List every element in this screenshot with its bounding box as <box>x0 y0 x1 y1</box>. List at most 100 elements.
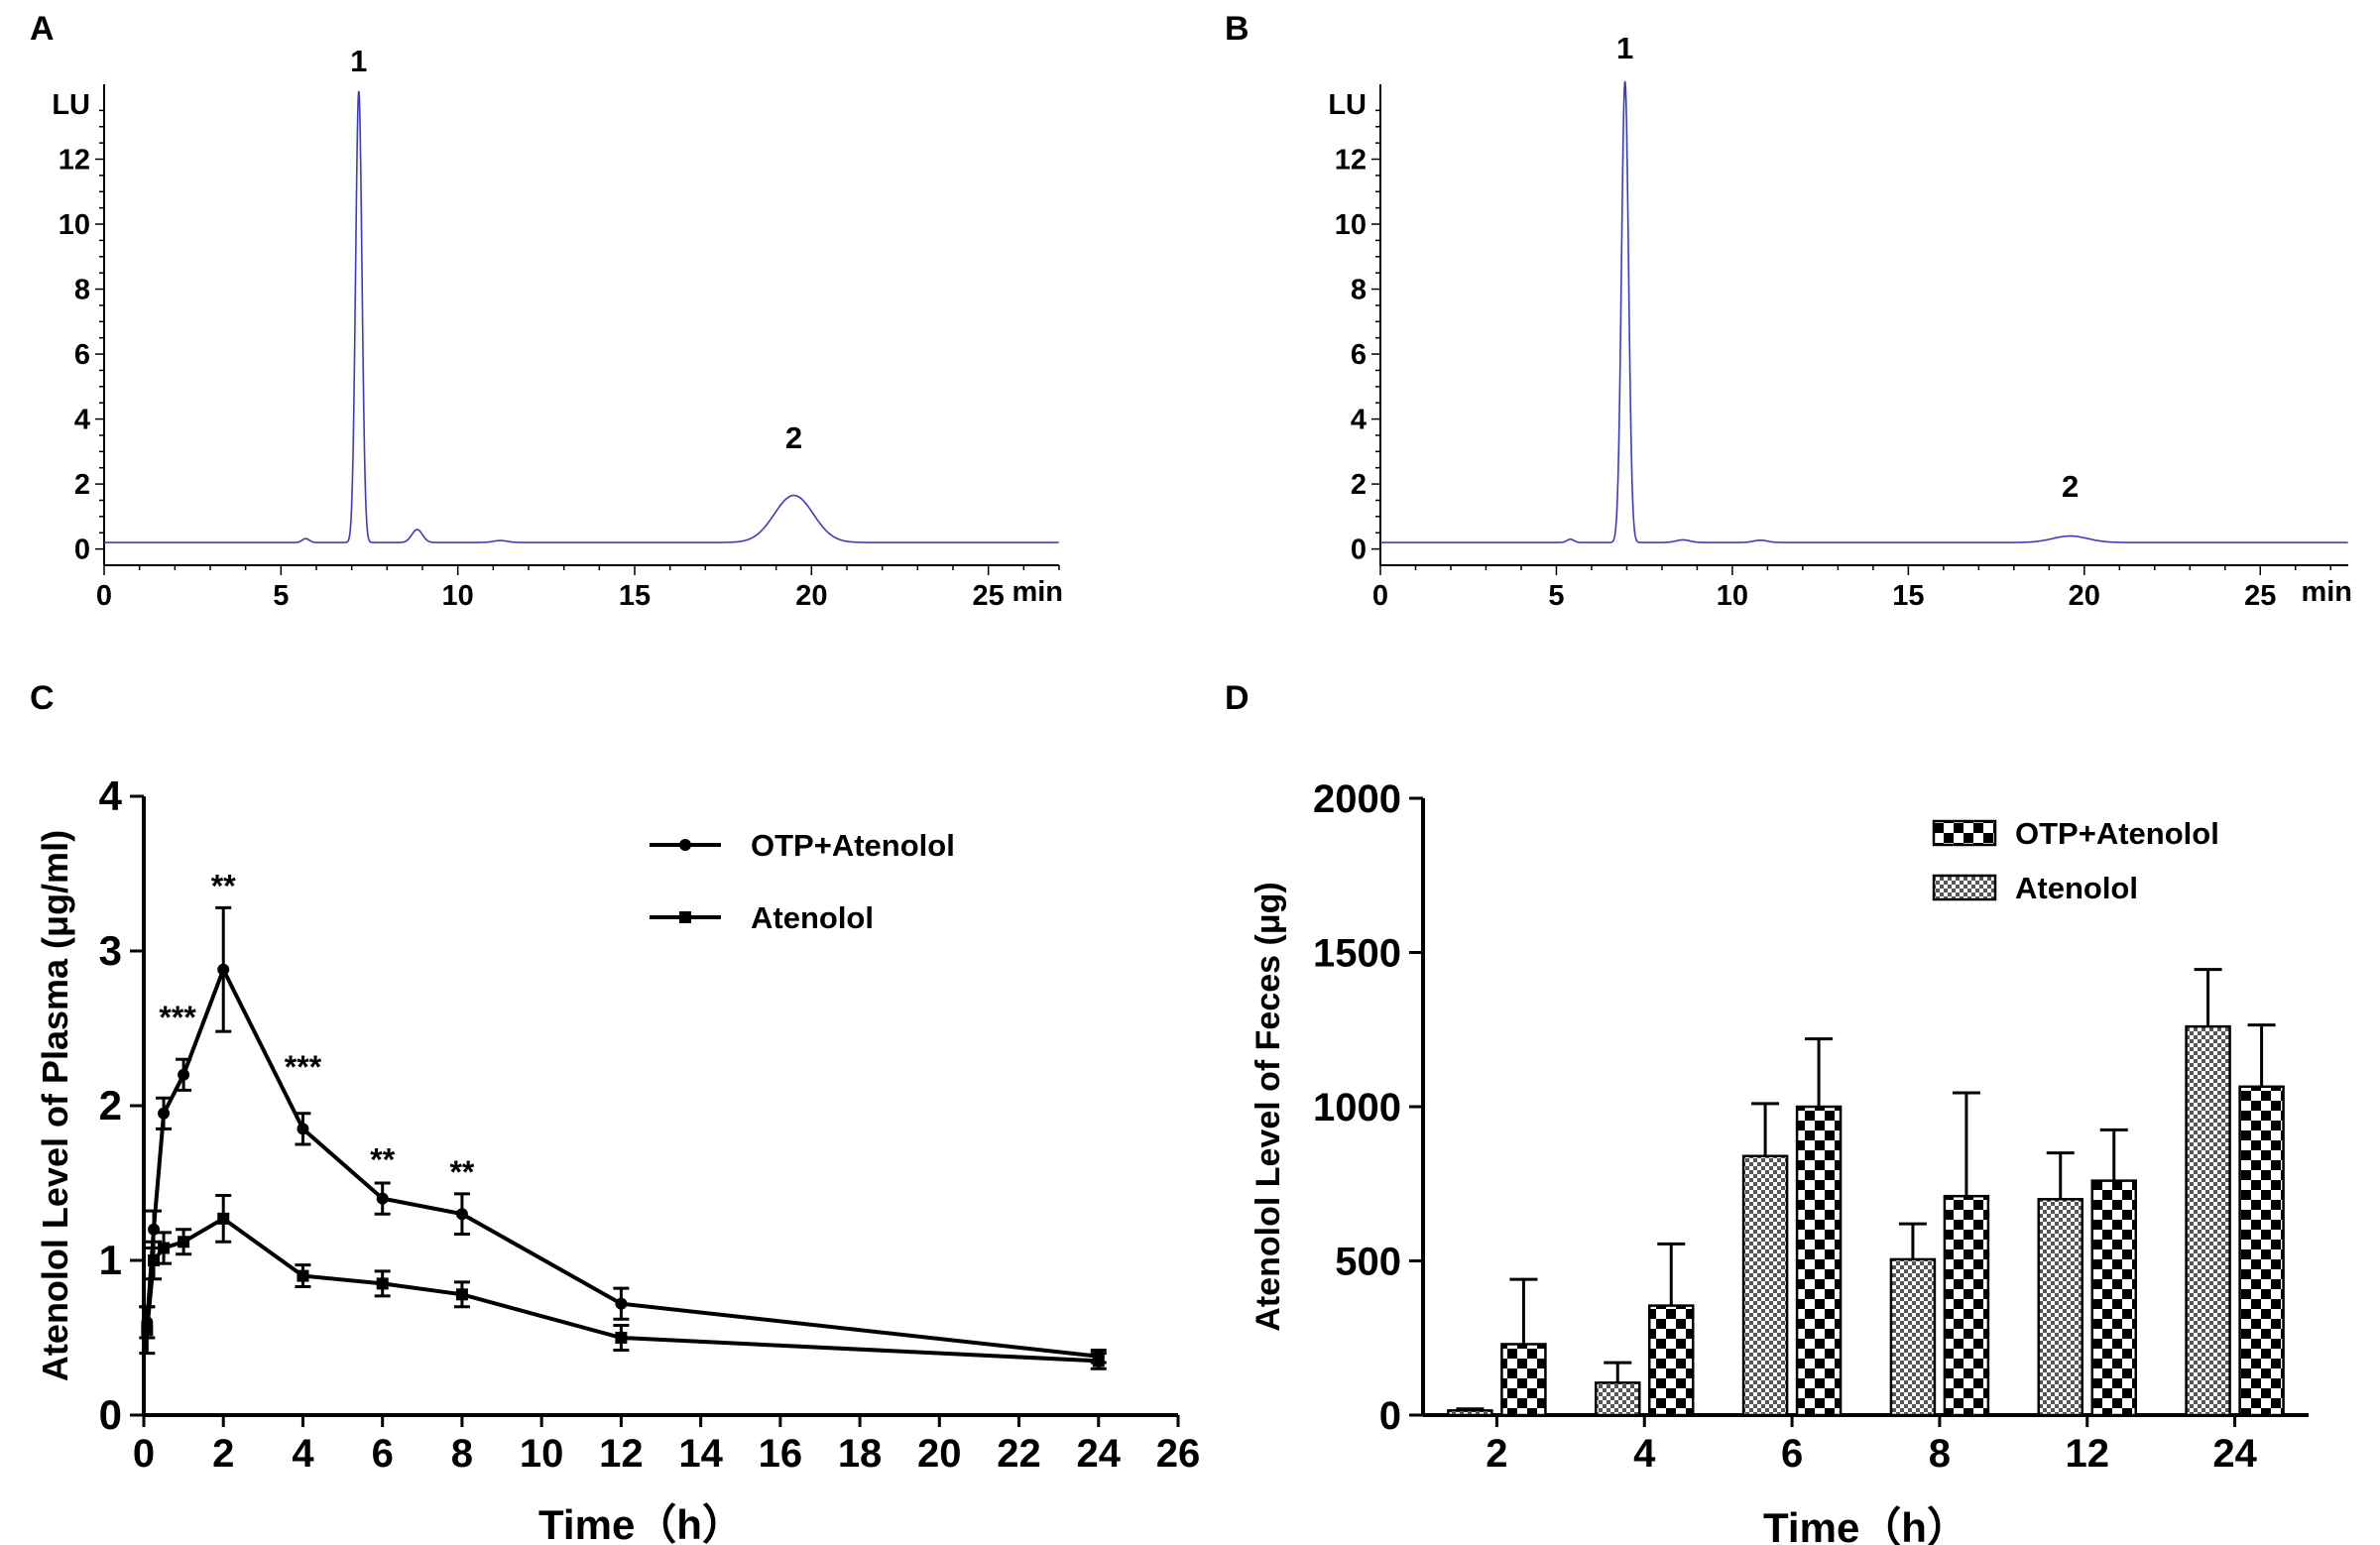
x-tick-label: 12 <box>2066 1432 2110 1476</box>
y-tick-label: 1000 <box>1313 1086 1401 1129</box>
y-tick-label: 500 <box>1335 1241 1401 1284</box>
x-tick-label: 2 <box>1486 1432 1507 1476</box>
bar-atenolol <box>1595 1381 1641 1417</box>
x-tick-label: 16 <box>759 1432 803 1476</box>
x-tick-label: 20 <box>917 1432 962 1476</box>
data-point <box>217 1212 230 1225</box>
x-unit-label: min <box>1012 576 1063 608</box>
x-tick-label: 24 <box>1077 1432 1122 1476</box>
legend-label: OTP+Atenolol <box>2015 816 2219 851</box>
y-tick-label: 1 <box>99 1237 122 1283</box>
peak-label: 2 <box>785 420 802 455</box>
legend-label: OTP+Atenolol <box>751 828 955 863</box>
x-tick-label: 0 <box>1372 580 1388 612</box>
data-point <box>376 1277 389 1290</box>
bar-otp-atenolol <box>1795 1105 1843 1417</box>
x-tick-label: 5 <box>273 580 289 612</box>
bar-atenolol <box>2185 1024 2231 1417</box>
x-tick-label: 0 <box>96 580 112 612</box>
significance-marker: ** <box>211 868 236 903</box>
x-tick-label: 2 <box>212 1432 234 1476</box>
x-axis-title: Time（h） <box>1763 1504 1968 1545</box>
x-tick-label: 15 <box>1892 580 1924 612</box>
legend-marker <box>679 911 691 923</box>
x-tick-label: 24 <box>2212 1432 2257 1476</box>
peak-label: 2 <box>2062 469 2079 504</box>
x-tick-label: 8 <box>451 1432 473 1476</box>
data-point <box>158 1242 171 1254</box>
legend-label: Atenolol <box>751 900 874 935</box>
data-point <box>158 1107 171 1120</box>
panel-label-c: C <box>30 679 55 717</box>
y-unit-label: LU <box>52 89 90 121</box>
peak-label: 1 <box>350 44 367 78</box>
x-axis-title: Time（h） <box>538 1501 744 1545</box>
bar-atenolol <box>1447 1409 1493 1417</box>
data-point <box>297 1269 309 1282</box>
y-tick-label: 8 <box>1351 275 1367 306</box>
x-tick-label: 25 <box>2244 580 2276 612</box>
y-axis-title: Atenolol Level of Feces (μg) <box>1250 882 1287 1331</box>
x-tick-label: 8 <box>1929 1432 1951 1476</box>
bar-atenolol <box>1889 1257 1937 1417</box>
bar-otp-atenolol <box>1500 1343 1547 1417</box>
y-tick-label: 3 <box>99 927 122 974</box>
x-tick-label: 4 <box>292 1432 314 1476</box>
data-point <box>615 1332 628 1344</box>
x-tick-label: 4 <box>1633 1432 1656 1476</box>
x-tick-label: 10 <box>520 1432 564 1476</box>
legend-marker <box>679 839 691 851</box>
x-tick-label: 5 <box>1548 580 1564 612</box>
y-tick-label: 0 <box>99 1391 122 1438</box>
data-point <box>178 1236 190 1248</box>
x-tick-label: 10 <box>1717 580 1748 612</box>
y-tick-label: 10 <box>1335 209 1367 241</box>
data-point <box>1092 1355 1105 1367</box>
x-tick-label: 14 <box>678 1432 723 1476</box>
significance-marker: ** <box>449 1154 474 1190</box>
y-tick-label: 2 <box>74 469 90 501</box>
y-tick-label: 2000 <box>1313 777 1401 821</box>
chromatogram-trace <box>104 90 1059 543</box>
panel-label-d: D <box>1225 679 1250 717</box>
significance-marker: *** <box>159 1000 196 1035</box>
data-point <box>455 1288 468 1301</box>
x-tick-label: 20 <box>795 580 827 612</box>
y-tick-label: 4 <box>74 405 90 436</box>
panel-label-a: A <box>30 10 55 48</box>
data-point <box>297 1123 309 1135</box>
x-tick-label: 25 <box>973 580 1005 612</box>
x-tick-label: 6 <box>372 1432 394 1476</box>
y-axis-title: Atenolol Level of Plasma (μg/ml) <box>35 830 75 1381</box>
y-tick-label: 12 <box>1335 145 1367 177</box>
data-point <box>141 1324 154 1337</box>
y-tick-label: 1500 <box>1313 932 1401 976</box>
x-tick-label: 20 <box>2069 580 2100 612</box>
y-tick-label: 0 <box>1351 535 1367 566</box>
data-point <box>455 1208 468 1221</box>
plasma-line-chart: 0 2 4 6 8 10 12 14 16 18 20 22 24 2601234Time（h）Ateno… <box>35 772 1200 1545</box>
bar-otp-atenolol <box>2238 1085 2285 1417</box>
panel-label-b: B <box>1225 10 1250 48</box>
bar-otp-atenolol <box>1943 1194 1990 1417</box>
bar-atenolol <box>1741 1154 1789 1417</box>
bar-atenolol <box>2037 1198 2083 1417</box>
peak-label: 1 <box>1616 31 1633 65</box>
x-tick-label: 15 <box>619 580 651 612</box>
y-tick-label: 12 <box>59 145 90 177</box>
bar-otp-atenolol <box>1648 1304 1695 1417</box>
x-tick-label: 22 <box>997 1432 1041 1476</box>
y-unit-label: LU <box>1328 89 1367 121</box>
x-tick-label: 6 <box>1781 1432 1803 1476</box>
y-tick-label: 0 <box>74 535 90 566</box>
y-tick-label: 6 <box>74 339 90 371</box>
y-tick-label: 2 <box>99 1082 122 1129</box>
feces-bar-chart: 0 500 1000 1500 2000 Time（h） Atenolol Level of… <box>1250 777 2309 1545</box>
data-point <box>615 1297 628 1310</box>
bar-otp-atenolol <box>2090 1179 2137 1417</box>
legend-swatch <box>1932 874 1997 901</box>
x-tick-label: 10 <box>442 580 474 612</box>
